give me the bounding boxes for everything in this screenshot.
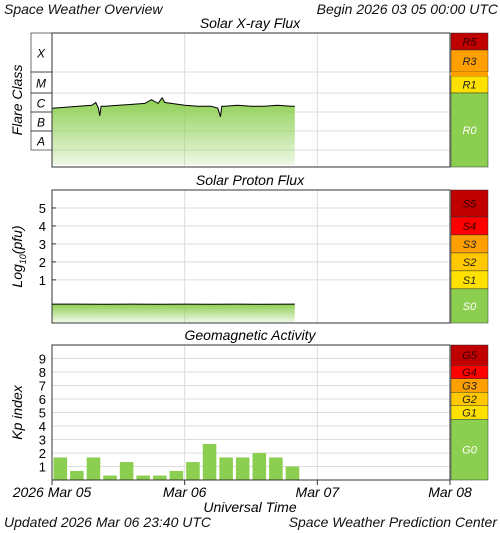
scale-band-s0: [450, 288, 489, 324]
begin-date: 2026 03 05 00:00 UTC: [356, 1, 498, 17]
x-tick-label: Mar 07: [296, 484, 341, 500]
y-tick-label: 5: [39, 201, 46, 216]
scale-label: S4: [463, 221, 476, 233]
y-tick-label: B: [37, 116, 45, 130]
plot-frame: [51, 344, 451, 481]
y-tick-label: A: [36, 135, 45, 149]
kp-bar: [186, 462, 200, 480]
scale-label: R0: [462, 125, 477, 137]
scale-label: S2: [463, 257, 476, 269]
updated-date: 2026 Mar 06 23:40 UTC: [60, 514, 212, 530]
source-credit: Space Weather Prediction Center: [288, 514, 497, 530]
y-tick-label: M: [36, 77, 46, 91]
kp-bar: [70, 470, 84, 480]
scale-label: S0: [463, 301, 477, 313]
begin-timestamp: Begin 2026 03 05 00:00 UTC: [317, 1, 498, 17]
kp-bar: [285, 466, 300, 480]
scale-label: S1: [463, 275, 476, 287]
y-tick-label: 4: [39, 219, 46, 234]
y-axis-label: Flare Class: [9, 65, 25, 136]
scale-label: G0: [462, 445, 478, 457]
series-area: [52, 97, 295, 165]
y-tick-label: 1: [39, 460, 46, 475]
kp-bar: [86, 457, 101, 480]
plot-frame: [51, 32, 451, 168]
scale-label: G3: [462, 381, 478, 393]
y-axis-label: Kp index: [9, 384, 25, 439]
y-axis-label: Log10(pfu): [9, 225, 28, 287]
y-tick-label: 4: [39, 419, 46, 434]
y-tick-label: X: [36, 47, 46, 61]
y-tick-label: 3: [39, 433, 46, 448]
page-title: Space Weather Overview: [4, 1, 163, 17]
x-axis-label: Universal Time: [203, 499, 296, 515]
scale-label: R5: [462, 37, 477, 49]
scale-label: G4: [462, 367, 477, 379]
kp-bar: [202, 443, 217, 480]
scale-label: G1: [462, 408, 477, 420]
kp-bar: [235, 457, 250, 480]
kp-bar: [119, 462, 134, 480]
kp-bar: [219, 457, 233, 480]
x-tick-label: Mar 08: [428, 484, 472, 500]
proton-flux-panel: Solar Proton Flux Log10(pfu) 1 2 3 4 5 S5 S4 S3 S2…: [9, 172, 489, 324]
series-line: [51, 96, 295, 117]
time-axis: 2026 Mar 05 Mar 06 Mar 07 Mar 08 Universal T…: [12, 480, 472, 515]
y-tick-label: C: [37, 97, 46, 111]
y-tick-label: 7: [39, 379, 46, 394]
y-tick-label: 6: [39, 392, 46, 407]
scale-band-r2: [451, 72, 488, 76]
y-tick-label: 3: [39, 237, 46, 252]
scale-label: R3: [462, 56, 477, 68]
series-area: [52, 304, 295, 322]
x-tick-label: Mar 06: [163, 484, 207, 500]
kp-bar: [136, 475, 150, 480]
scale-band-r0: [450, 92, 489, 168]
scale-band-g0: [450, 419, 489, 481]
x-tick-label: 2026 Mar 05: [12, 484, 92, 500]
kp-bar: [252, 453, 267, 480]
scale-label: S5: [463, 198, 477, 210]
panel-title: Solar Proton Flux: [196, 172, 305, 188]
y-tick-label: 5: [39, 406, 46, 421]
kp-bar: [103, 475, 117, 480]
y-tick-label: 1: [39, 273, 46, 288]
scale-label: G2: [462, 394, 477, 406]
updated-timestamp: Updated 2026 Mar 06 23:40 UTC: [4, 514, 211, 530]
kp-bar: [169, 470, 184, 480]
updated-label: Updated: [4, 514, 57, 530]
plot-frame: [51, 189, 451, 324]
y-tick-label: 2: [39, 255, 46, 270]
y-tick-label: 8: [39, 365, 46, 380]
y-tick-label: 9: [39, 352, 46, 367]
panel-title: Solar X-ray Flux: [200, 15, 301, 31]
scale-label: S3: [463, 239, 477, 251]
kp-bar: [269, 457, 283, 480]
begin-label: Begin: [316, 1, 353, 17]
scale-label: R1: [462, 80, 476, 92]
panel-title: Geomagnetic Activity: [185, 327, 317, 343]
scale-label: G5: [462, 350, 478, 362]
y-tick-label: 2: [39, 446, 46, 461]
kp-bar: [153, 475, 167, 480]
kp-bar: [53, 457, 68, 480]
